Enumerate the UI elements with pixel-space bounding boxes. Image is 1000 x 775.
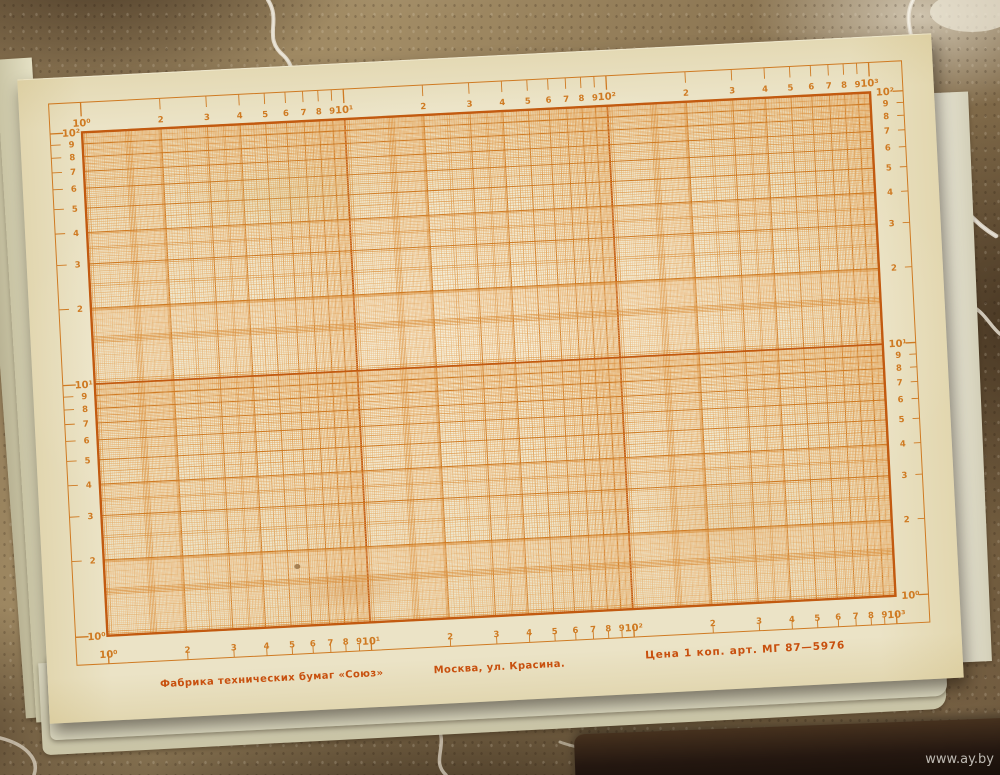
svg-text:9: 9 [881, 610, 887, 620]
svg-text:6: 6 [283, 109, 289, 119]
svg-text:2: 2 [891, 263, 897, 273]
svg-text:3: 3 [729, 86, 735, 96]
svg-text:10³: 10³ [860, 78, 879, 90]
svg-text:9: 9 [592, 93, 598, 103]
svg-text:3: 3 [756, 617, 762, 627]
svg-text:4: 4 [762, 85, 768, 95]
svg-text:5: 5 [886, 163, 892, 173]
svg-text:9: 9 [329, 107, 335, 117]
svg-text:2: 2 [903, 515, 909, 525]
svg-text:7: 7 [70, 168, 76, 178]
svg-text:8: 8 [82, 405, 88, 415]
watermark: www.ay.by [925, 752, 994, 767]
svg-text:4: 4 [86, 481, 92, 491]
svg-text:3: 3 [901, 471, 907, 481]
svg-text:8: 8 [841, 81, 847, 91]
svg-text:2: 2 [77, 305, 83, 315]
svg-text:9: 9 [68, 140, 74, 150]
svg-text:10⁰: 10⁰ [901, 590, 920, 602]
svg-text:3: 3 [466, 100, 472, 110]
svg-text:5: 5 [289, 640, 295, 650]
svg-text:8: 8 [316, 107, 322, 117]
svg-text:9: 9 [619, 624, 625, 634]
graph-paper-sheet: 10⁰ 10⁰ 2 2 3 3 4 4 5 5 6 6 7 7 8 8 9 9 10¹ 10¹ 2 2 3 3 4 4 5 5 6 6 7 7… [17, 33, 964, 724]
svg-text:9: 9 [895, 351, 901, 361]
svg-text:8: 8 [605, 624, 611, 634]
svg-text:8: 8 [896, 364, 902, 374]
svg-text:3: 3 [493, 630, 499, 640]
svg-text:8: 8 [578, 94, 584, 104]
svg-text:7: 7 [83, 419, 89, 429]
svg-text:4: 4 [887, 188, 893, 198]
svg-text:6: 6 [808, 82, 814, 92]
svg-text:7: 7 [563, 95, 569, 105]
svg-text:6: 6 [572, 626, 578, 636]
svg-text:4: 4 [900, 439, 906, 449]
svg-text:10⁰: 10⁰ [87, 631, 106, 643]
svg-text:4: 4 [237, 111, 243, 121]
svg-text:3: 3 [231, 643, 237, 653]
svg-text:2: 2 [710, 619, 716, 629]
svg-text:3: 3 [889, 219, 895, 229]
svg-text:6: 6 [545, 96, 551, 106]
svg-text:6: 6 [885, 143, 891, 153]
svg-text:4: 4 [526, 628, 532, 638]
svg-text:10¹: 10¹ [335, 105, 354, 117]
svg-text:7: 7 [884, 127, 890, 137]
svg-text:5: 5 [787, 83, 793, 93]
svg-text:5: 5 [262, 110, 268, 120]
svg-text:10²: 10² [62, 128, 81, 140]
svg-text:5: 5 [525, 97, 531, 107]
svg-text:10¹: 10¹ [74, 380, 93, 392]
svg-text:8: 8 [868, 611, 874, 621]
svg-text:8: 8 [342, 638, 348, 648]
svg-text:7: 7 [327, 638, 333, 648]
svg-text:9: 9 [81, 392, 87, 402]
svg-text:4: 4 [263, 642, 269, 652]
svg-text:3: 3 [75, 260, 81, 270]
svg-text:9: 9 [356, 637, 362, 647]
svg-text:3: 3 [87, 512, 93, 522]
svg-text:2: 2 [420, 102, 426, 112]
svg-text:7: 7 [853, 612, 859, 622]
svg-text:4: 4 [499, 98, 505, 108]
svg-text:2: 2 [157, 115, 163, 125]
svg-text:4: 4 [789, 615, 795, 625]
svg-text:4: 4 [73, 229, 79, 239]
svg-text:9: 9 [854, 80, 860, 90]
svg-text:10²: 10² [876, 87, 895, 99]
svg-text:2: 2 [90, 556, 96, 566]
svg-text:7: 7 [590, 625, 596, 635]
svg-text:6: 6 [835, 613, 841, 623]
svg-text:8: 8 [883, 112, 889, 122]
svg-text:5: 5 [898, 415, 904, 425]
svg-text:6: 6 [897, 395, 903, 405]
svg-text:9: 9 [882, 99, 888, 109]
svg-text:7: 7 [897, 378, 903, 388]
svg-text:6: 6 [310, 639, 316, 649]
log-log-grid: 10⁰10⁰223344556677889910¹10¹223344556677… [48, 60, 931, 666]
svg-text:2: 2 [184, 646, 190, 656]
svg-text:2: 2 [447, 632, 453, 642]
svg-text:10⁰: 10⁰ [72, 118, 91, 130]
svg-text:6: 6 [83, 436, 89, 446]
svg-text:6: 6 [71, 185, 77, 195]
svg-text:2: 2 [683, 89, 689, 99]
svg-text:10²: 10² [598, 91, 617, 103]
svg-text:5: 5 [552, 627, 558, 637]
svg-text:5: 5 [72, 205, 78, 215]
svg-text:8: 8 [69, 153, 75, 163]
svg-text:3: 3 [204, 113, 210, 123]
svg-text:5: 5 [84, 456, 90, 466]
svg-text:10¹: 10¹ [888, 338, 907, 350]
svg-text:7: 7 [826, 81, 832, 91]
svg-text:7: 7 [300, 108, 306, 118]
svg-text:5: 5 [814, 614, 820, 624]
